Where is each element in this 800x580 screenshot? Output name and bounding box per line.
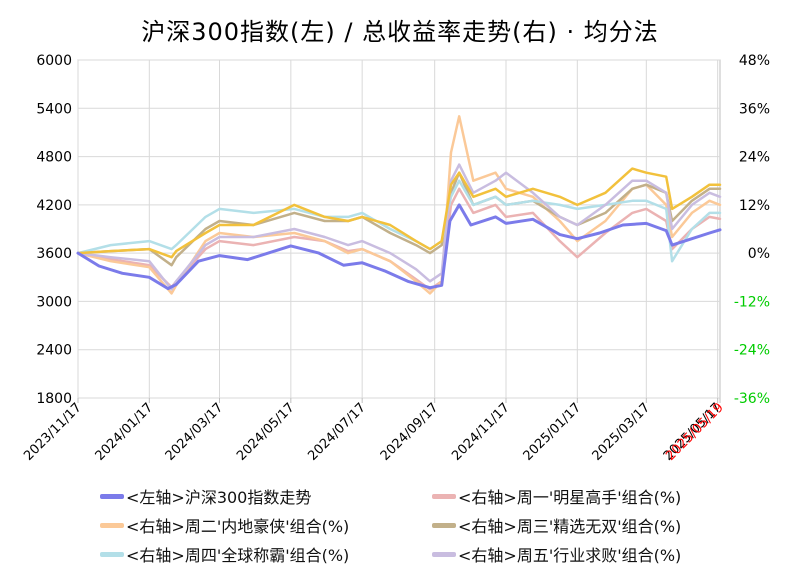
series-line-1 xyxy=(76,187,722,291)
x-tick-label: 2024/11/17 xyxy=(449,400,513,464)
legend-item-2: <右轴>周二'内地豪侠'组合(%) xyxy=(100,513,349,537)
y-left-tick-label: 5400 xyxy=(36,101,72,117)
legend-swatch xyxy=(432,551,456,557)
series-line-4 xyxy=(76,179,722,263)
series-line-0 xyxy=(76,203,722,291)
x-tick-label: 2024/01/17 xyxy=(93,400,157,464)
y-right-tick-label: -12% xyxy=(734,294,770,310)
legend-swatch xyxy=(100,551,124,557)
chart-legend: <左轴>沪深300指数走势 <右轴>周一'明星高手'组合(%) <右轴>周二'内地豪… xyxy=(0,484,800,576)
x-tick-label: 2023/11/17 xyxy=(21,400,85,464)
legend-label: <右轴>周一'明星高手'组合(%) xyxy=(458,488,682,507)
x-tick-label: 2024/09/17 xyxy=(378,400,442,464)
legend-label: <右轴>周五'行业求败'组合(%) xyxy=(458,546,682,565)
x-tick-label: 2025/03/17 xyxy=(590,400,654,464)
x-tick-label: 2024/07/17 xyxy=(305,400,369,464)
x-tick-label: 2024/03/17 xyxy=(163,400,227,464)
y-left-tick-label: 4200 xyxy=(36,198,72,214)
legend-swatch xyxy=(100,522,124,528)
x-tick-label: 2025/05/19 xyxy=(663,400,727,464)
legend-label: <左轴>沪深300指数走势 xyxy=(126,488,312,507)
y-right-tick-label: 12% xyxy=(739,198,770,214)
y-left-tick-label: 3000 xyxy=(36,294,72,310)
legend-swatch xyxy=(432,493,456,499)
chart-title: 沪深300指数(左) / 总收益率走势(右) · 均分法 xyxy=(141,18,659,46)
y-right-tick-label: -24% xyxy=(734,343,770,359)
legend-item-3: <右轴>周三'精选无双'组合(%) xyxy=(432,513,681,537)
legend-item-4: <右轴>周四'全球称霸'组合(%) xyxy=(100,542,349,566)
legend-swatch xyxy=(100,493,124,499)
legend-label: <右轴>周四'全球称霸'组合(%) xyxy=(126,546,350,565)
y-left-tick-label: 6000 xyxy=(36,53,72,69)
y-left-tick-label: 1800 xyxy=(36,391,72,407)
series-line-5 xyxy=(76,163,722,291)
y-right-tick-label: 24% xyxy=(739,150,770,166)
legend-item-1: <右轴>周一'明星高手'组合(%) xyxy=(432,484,681,508)
x-tick-label: 2024/05/17 xyxy=(234,400,298,464)
legend-label: <右轴>周二'内地豪侠'组合(%) xyxy=(126,517,350,536)
legend-label: <右轴>周三'精选无双'组合(%) xyxy=(458,517,682,536)
y-right-tick-label: 48% xyxy=(739,53,770,69)
y-right-tick-label: -36% xyxy=(734,391,770,407)
plot-frame xyxy=(77,59,721,399)
x-tick-label: 2025/01/17 xyxy=(521,400,585,464)
legend-item-0: <左轴>沪深300指数走势 xyxy=(100,484,311,508)
legend-swatch xyxy=(432,522,456,528)
y-left-tick-label: 3600 xyxy=(36,246,72,262)
y-left-tick-label: 4800 xyxy=(36,150,72,166)
series-line-6 xyxy=(76,167,722,259)
legend-item-5: <右轴>周五'行业求败'组合(%) xyxy=(432,542,681,566)
y-left-tick-label: 2400 xyxy=(36,343,72,359)
y-right-tick-label: 36% xyxy=(739,101,770,117)
y-right-tick-label: 0% xyxy=(748,246,770,262)
